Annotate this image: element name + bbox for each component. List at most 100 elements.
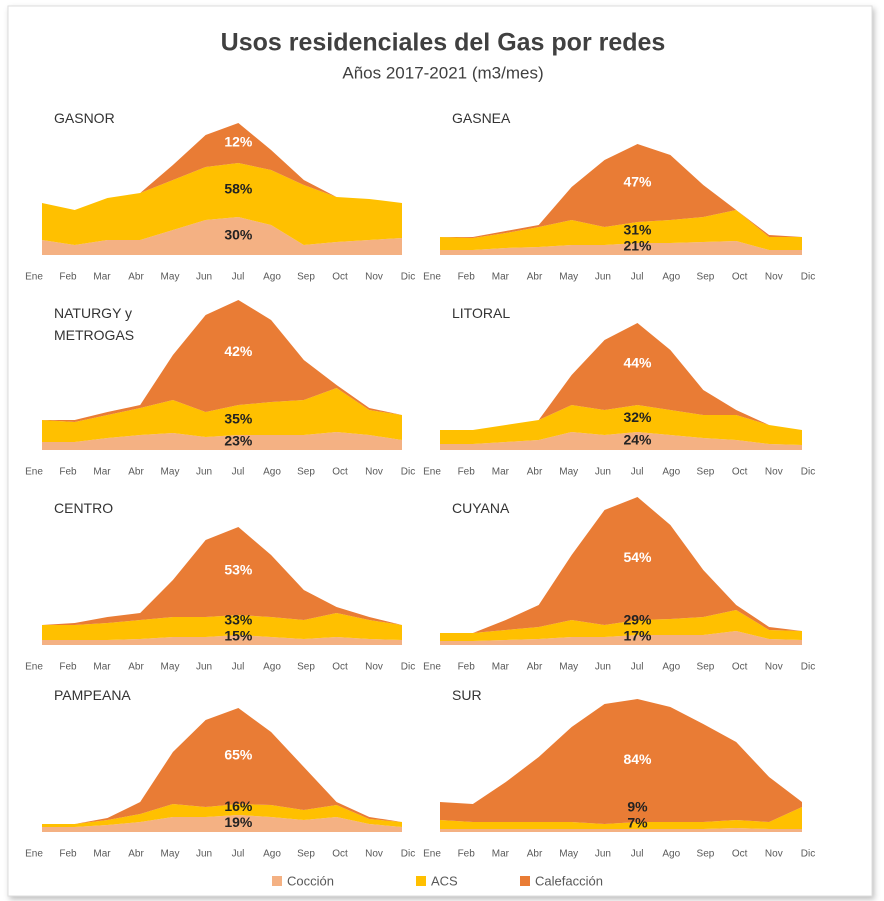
x-tick-label: Ene — [25, 849, 43, 860]
x-tick-label: Oct — [332, 467, 348, 478]
x-tick-label: Mar — [93, 272, 111, 283]
x-tick-label: Dic — [801, 467, 815, 478]
x-tick-label: Abr — [527, 849, 543, 860]
x-tick-label: Ene — [423, 849, 441, 860]
x-tick-label: May — [559, 467, 578, 478]
value-label: 33% — [224, 612, 253, 628]
x-tick-label: Dic — [401, 662, 415, 673]
x-tick-label: Abr — [527, 272, 543, 283]
x-tick-label: Nov — [365, 272, 383, 283]
x-tick-label: Jul — [232, 467, 245, 478]
area-2 — [42, 123, 402, 210]
panel-title: GASNOR — [54, 110, 115, 126]
x-tick-label: Mar — [492, 849, 510, 860]
x-tick-label: Mar — [93, 849, 111, 860]
value-label: 12% — [224, 134, 253, 150]
x-tick-label: Dic — [401, 467, 415, 478]
x-tick-label: May — [161, 272, 180, 283]
x-tick-label: Oct — [732, 849, 748, 860]
area-2 — [42, 708, 402, 824]
panel-title: CUYANA — [452, 500, 510, 516]
x-tick-label: Jul — [631, 662, 644, 673]
x-tick-label: Ago — [662, 849, 680, 860]
area-1 — [440, 210, 802, 250]
legend-label: Calefacción — [535, 873, 603, 888]
x-tick-label: Ago — [662, 662, 680, 673]
x-tick-label: Nov — [365, 467, 383, 478]
x-tick-label: Ene — [25, 467, 43, 478]
x-tick-label: Nov — [765, 849, 783, 860]
panel-title: NATURGY y METROGAS — [54, 305, 135, 343]
panel-title: PAMPEANA — [54, 687, 131, 703]
x-tick-label: Feb — [59, 272, 77, 283]
x-tick-label: Dic — [801, 849, 815, 860]
area-1 — [42, 388, 402, 442]
x-tick-label: Dic — [401, 849, 415, 860]
x-tick-label: Nov — [765, 467, 783, 478]
area-2 — [42, 527, 402, 625]
x-tick-label: Jun — [595, 662, 611, 673]
x-tick-label: Ene — [423, 272, 441, 283]
x-tick-label: Sep — [297, 849, 315, 860]
x-tick-label: Oct — [732, 272, 748, 283]
value-label: 58% — [224, 181, 253, 197]
value-label: 23% — [224, 433, 253, 449]
x-tick-label: Jul — [631, 849, 644, 860]
value-label: 44% — [623, 355, 652, 371]
area-0 — [42, 217, 402, 255]
x-tick-label: Dic — [801, 272, 815, 283]
x-tick-label: Ago — [263, 467, 281, 478]
x-tick-label: May — [161, 467, 180, 478]
x-tick-label: Jun — [595, 467, 611, 478]
x-tick-label: Feb — [59, 662, 77, 673]
area-1 — [440, 807, 802, 829]
x-tick-label: Abr — [128, 467, 144, 478]
value-label: 42% — [224, 343, 253, 359]
legend-swatch — [272, 876, 282, 886]
x-tick-label: Mar — [492, 272, 510, 283]
x-tick-label: May — [559, 849, 578, 860]
area-1 — [440, 610, 802, 641]
x-tick-label: Feb — [458, 662, 476, 673]
x-tick-label: Jun — [196, 849, 212, 860]
value-label: 32% — [623, 409, 652, 425]
area-0 — [440, 432, 802, 450]
area-0 — [440, 631, 802, 645]
x-tick-label: Sep — [297, 272, 315, 283]
panel-title: LITORAL — [452, 305, 511, 321]
x-tick-label: Jun — [595, 849, 611, 860]
x-tick-label: Sep — [697, 662, 715, 673]
area-2 — [440, 699, 802, 824]
legend-swatch — [520, 876, 530, 886]
x-tick-label: Sep — [697, 849, 715, 860]
x-tick-label: Sep — [697, 467, 715, 478]
value-label: 16% — [224, 798, 253, 814]
x-tick-label: Dic — [401, 272, 415, 283]
area-0 — [42, 432, 402, 450]
x-tick-label: Nov — [365, 849, 383, 860]
x-tick-label: Jul — [631, 467, 644, 478]
x-tick-label: Feb — [458, 272, 476, 283]
value-label: 9% — [627, 799, 648, 815]
legend-label: ACS — [431, 873, 458, 888]
x-tick-label: Mar — [492, 467, 510, 478]
x-tick-label: Feb — [59, 467, 77, 478]
x-tick-label: Ene — [423, 467, 441, 478]
x-tick-label: Oct — [732, 662, 748, 673]
x-tick-label: Feb — [458, 467, 476, 478]
x-tick-label: Jun — [595, 272, 611, 283]
panel-title: GASNEA — [452, 110, 511, 126]
value-label: 15% — [224, 628, 253, 644]
x-tick-label: Sep — [697, 272, 715, 283]
x-tick-label: Jun — [196, 662, 212, 673]
x-tick-label: Jun — [196, 467, 212, 478]
area-1 — [42, 613, 402, 640]
value-label: 29% — [623, 612, 652, 628]
x-tick-label: Sep — [297, 662, 315, 673]
x-tick-label: Ago — [662, 467, 680, 478]
x-tick-label: Jul — [232, 849, 245, 860]
chart-subtitle: Años 2017-2021 (m3/mes) — [342, 63, 543, 82]
value-label: 7% — [627, 815, 648, 831]
x-tick-label: Mar — [492, 662, 510, 673]
